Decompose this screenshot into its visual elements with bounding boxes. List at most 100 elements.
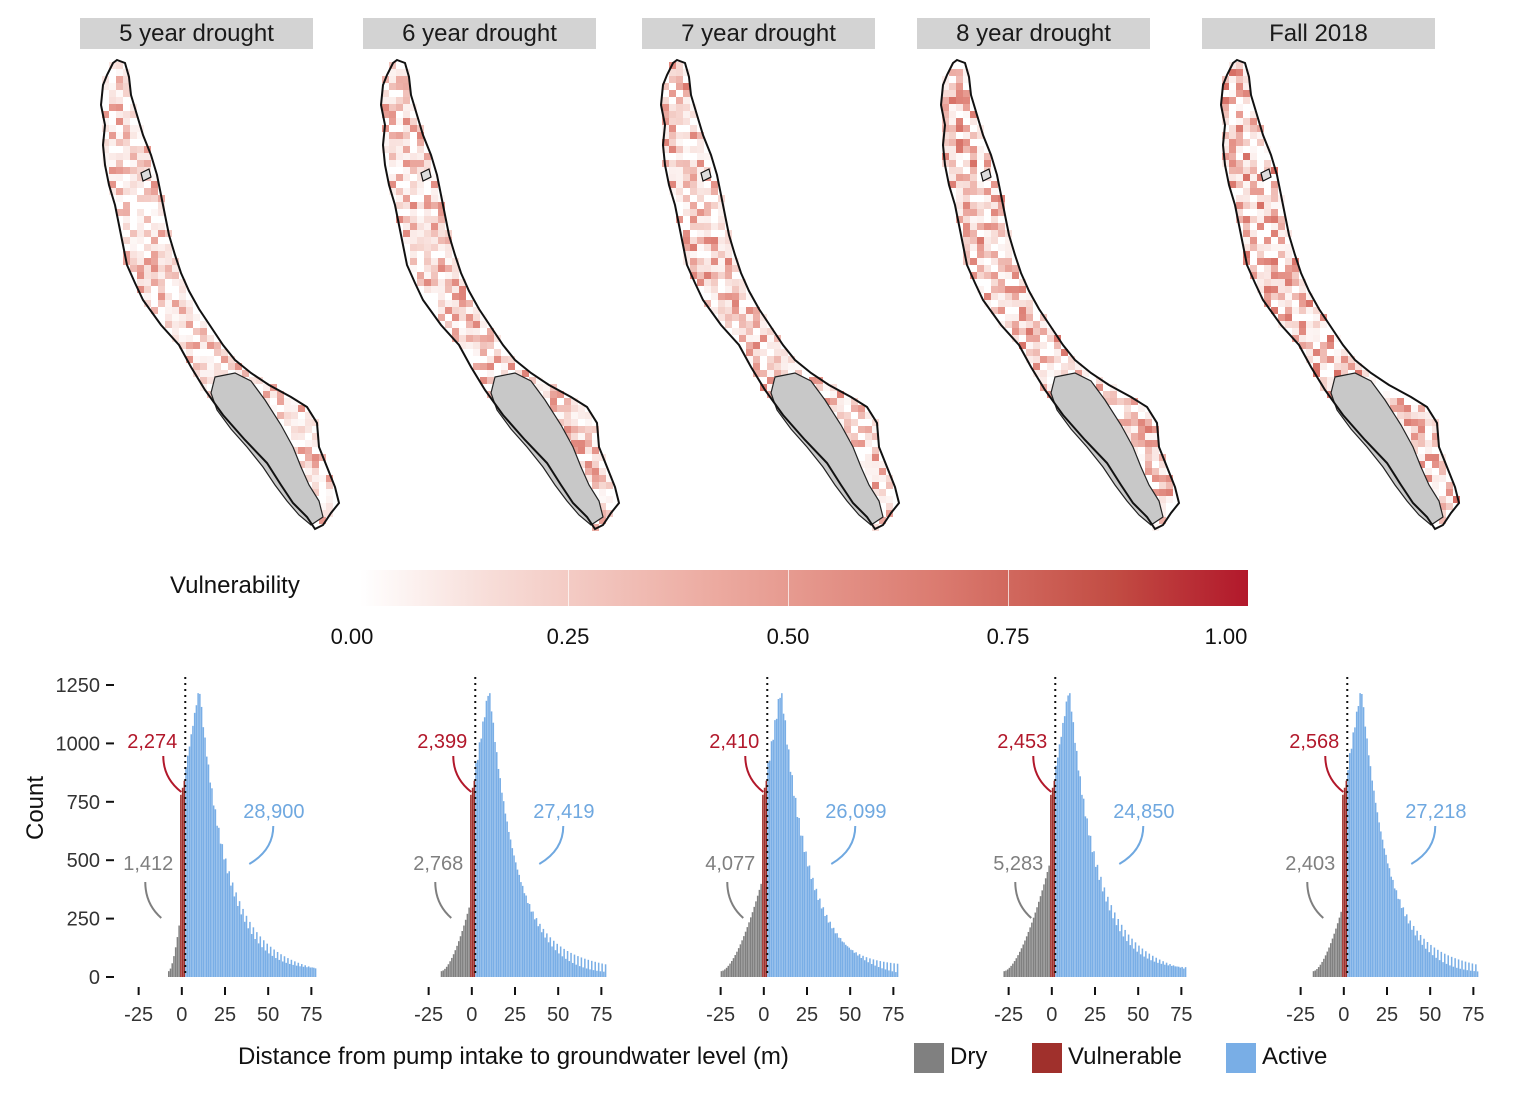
histogram-bar (1006, 969, 1009, 977)
x-tick-label: -25 (706, 1004, 735, 1026)
map-cell (123, 188, 130, 195)
map-cell (697, 139, 704, 146)
map-cell (879, 468, 886, 475)
map-cell (753, 314, 760, 321)
map-cell (585, 461, 592, 468)
map-cell (767, 328, 774, 335)
map-cell (718, 265, 725, 272)
map-cell (1229, 181, 1236, 188)
histogram-bar (800, 835, 802, 977)
map-cell (473, 349, 480, 356)
histogram-bar (1100, 876, 1102, 977)
histogram-bar (1343, 787, 1346, 977)
active-count-label: 24,850 (1113, 801, 1174, 823)
map-cell (851, 405, 858, 412)
map-cell (753, 342, 760, 349)
map-cell (795, 363, 802, 370)
map-cell (956, 195, 963, 202)
map-cell (186, 321, 193, 328)
histogram-bar (1036, 907, 1038, 977)
map-cell (949, 90, 956, 97)
map-cell (1236, 160, 1243, 167)
map-cell (1446, 489, 1453, 496)
map-cell (872, 524, 879, 531)
map-cell (1432, 426, 1439, 433)
map-cell (452, 328, 459, 335)
histogram-bar (1124, 929, 1126, 977)
map-cell (389, 160, 396, 167)
map-cell (424, 265, 431, 272)
histogram-bar (468, 907, 470, 977)
active-count-label: 28,900 (243, 801, 304, 823)
map-cell (473, 342, 480, 349)
map-cell (872, 426, 879, 433)
map-cell (1236, 83, 1243, 90)
map-cell (1236, 104, 1243, 111)
map-cell (837, 391, 844, 398)
map-cell (116, 167, 123, 174)
histogram-bar (1323, 958, 1325, 977)
map-cell (158, 258, 165, 265)
map-cell (718, 300, 725, 307)
map-cell (256, 377, 263, 384)
map-cell (991, 279, 998, 286)
map-cell (1264, 146, 1271, 153)
map-cell (1285, 300, 1292, 307)
map-cell (1026, 307, 1033, 314)
map-cell (1278, 230, 1285, 237)
histogram-bar (180, 794, 182, 977)
histogram-bar (1421, 944, 1424, 977)
map-cell (1047, 356, 1054, 363)
map-cell (1264, 258, 1271, 265)
map-cell (1075, 370, 1082, 377)
histogram-bar (895, 972, 897, 977)
map-cell (746, 293, 753, 300)
map-cell (410, 237, 417, 244)
map-cell (452, 300, 459, 307)
histogram-bar (722, 970, 724, 977)
map-cell (466, 342, 473, 349)
vulnerability-map-2 (379, 58, 621, 531)
dry-leader (1014, 881, 1032, 919)
x-tick-label: 25 (1084, 1004, 1106, 1026)
map-cell (172, 307, 179, 314)
map-cell (102, 139, 109, 146)
map-cell (697, 230, 704, 237)
map-cell (1264, 209, 1271, 216)
map-cell (130, 188, 137, 195)
map-cell (410, 223, 417, 230)
vulnerable-count-label: 2,399 (417, 731, 467, 753)
histogram-bar (865, 957, 868, 977)
histogram-bar (1105, 901, 1107, 977)
map-cell (690, 188, 697, 195)
map-cell (746, 307, 753, 314)
map-cell (221, 356, 228, 363)
map-cell (1012, 286, 1019, 293)
map-cell (1159, 503, 1166, 510)
histogram-bar (556, 943, 558, 977)
map-cell (396, 69, 403, 76)
histogram-bar (1145, 951, 1147, 977)
map-cell (1243, 202, 1250, 209)
map-cell (396, 202, 403, 209)
map-cell (298, 447, 305, 454)
map-cell (459, 300, 466, 307)
y-tick-label: 250 (67, 909, 100, 931)
map-cell (291, 412, 298, 419)
dry-leader (144, 881, 162, 919)
map-cell (501, 363, 508, 370)
map-cell (200, 370, 207, 377)
map-cell (690, 132, 697, 139)
histogram-bar (1013, 961, 1016, 977)
histogram-bar (192, 725, 194, 977)
histogram-bar (302, 966, 305, 977)
map-cell (403, 104, 410, 111)
map-cell (970, 132, 977, 139)
histogram-bar (513, 855, 515, 977)
map-cell (1250, 272, 1257, 279)
map-cell (137, 195, 144, 202)
map-cell (1229, 167, 1236, 174)
histogram-bar (225, 858, 227, 977)
map-cell (116, 90, 123, 97)
histogram-bar (596, 970, 598, 977)
